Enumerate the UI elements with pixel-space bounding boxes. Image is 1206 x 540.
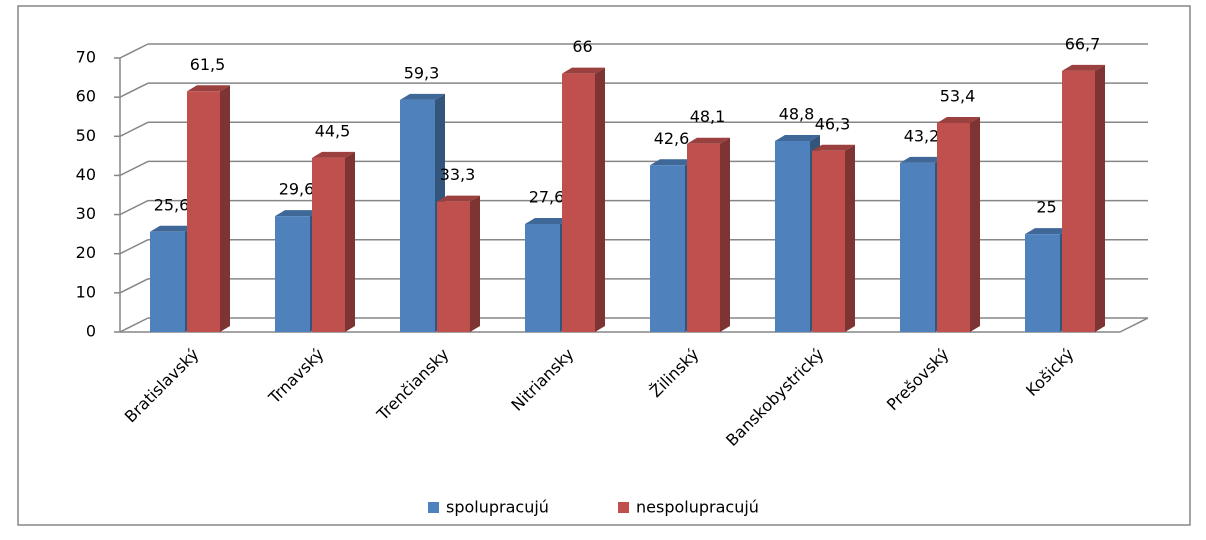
grid-diagonal [119, 121, 149, 137]
grid-diagonal [119, 278, 149, 294]
bar [187, 85, 230, 333]
bar-side [1095, 64, 1105, 332]
data-label: 25 [1036, 198, 1056, 217]
bar-front [562, 73, 595, 333]
bar-front [275, 216, 310, 332]
data-label: 53,4 [940, 86, 976, 105]
bar-top [687, 137, 730, 144]
bar-top [187, 85, 230, 92]
bar-top [937, 116, 980, 123]
bar-front [150, 231, 185, 332]
bar-top [812, 144, 855, 151]
data-label: 66,7 [1065, 34, 1101, 53]
bar-side [970, 116, 980, 332]
data-label: 27,6 [529, 187, 565, 206]
y-tick-label: 30 [76, 204, 96, 223]
bar-side [720, 137, 730, 332]
y-tick-label: 60 [76, 87, 96, 106]
bar-front [900, 162, 935, 332]
bar-front [187, 91, 220, 333]
data-label: 25,6 [154, 195, 190, 214]
bar-front [650, 165, 685, 332]
y-tick-label: 0 [86, 322, 96, 341]
data-label: 42,6 [654, 129, 690, 148]
y-tick-label: 10 [76, 282, 96, 301]
bar-top [275, 210, 320, 217]
bar-front [525, 223, 560, 332]
data-label: 59,3 [404, 63, 440, 82]
bar-side [595, 67, 605, 333]
bar-side [345, 151, 355, 332]
bar-top [1062, 64, 1105, 71]
bar-top [437, 195, 480, 202]
data-label: 44,5 [315, 121, 351, 140]
bar [812, 144, 855, 332]
bar-top [525, 217, 570, 224]
bar [312, 151, 355, 332]
legend-label: nespolupracujú [636, 498, 759, 517]
legend-swatch [428, 502, 439, 513]
bar [687, 137, 730, 332]
data-label: 48,1 [690, 107, 726, 126]
y-tick-label: 20 [76, 243, 96, 262]
data-label: 48,8 [779, 104, 815, 123]
grid-diagonal [119, 43, 149, 59]
bar-front [1062, 70, 1095, 332]
bar [1062, 64, 1105, 332]
data-label: 66 [572, 37, 592, 56]
grid-diagonal [119, 82, 149, 98]
bar-front [775, 140, 810, 332]
y-tick-label: 40 [76, 165, 96, 184]
grid-diagonal [119, 199, 149, 216]
grid-diagonal [119, 239, 149, 255]
bar-front [687, 143, 720, 332]
y-tick-label: 70 [76, 48, 96, 67]
bar [437, 195, 480, 332]
bar-front [937, 122, 970, 332]
data-label: 61,5 [190, 55, 226, 74]
grid-diagonal [119, 160, 149, 177]
bar-front [1025, 234, 1060, 332]
y-tick-label: 50 [76, 126, 96, 145]
data-label: 46,3 [815, 114, 851, 133]
bar [562, 67, 605, 333]
floor-right [1119, 317, 1149, 333]
bar-side [470, 195, 480, 332]
data-label: 29,6 [279, 180, 315, 199]
bar-front [400, 99, 435, 332]
bar-front [312, 157, 345, 332]
bar-top [900, 156, 945, 163]
legend-label: spolupracujú [446, 498, 549, 517]
bar-front [812, 150, 845, 332]
bar-side [220, 85, 230, 333]
legend-swatch [618, 502, 629, 513]
bar-side [845, 144, 855, 332]
bar-front [437, 201, 470, 332]
data-label: 43,2 [904, 126, 940, 145]
bar [937, 116, 980, 332]
bar-top [400, 93, 445, 100]
bar-top [1025, 228, 1070, 235]
bar-top [312, 151, 355, 158]
bar-top [650, 159, 695, 166]
bar-top [150, 225, 195, 232]
grid-diagonal [119, 317, 149, 333]
data-label: 33,3 [440, 165, 476, 184]
bar-top [775, 134, 820, 141]
bar-top [562, 67, 605, 74]
